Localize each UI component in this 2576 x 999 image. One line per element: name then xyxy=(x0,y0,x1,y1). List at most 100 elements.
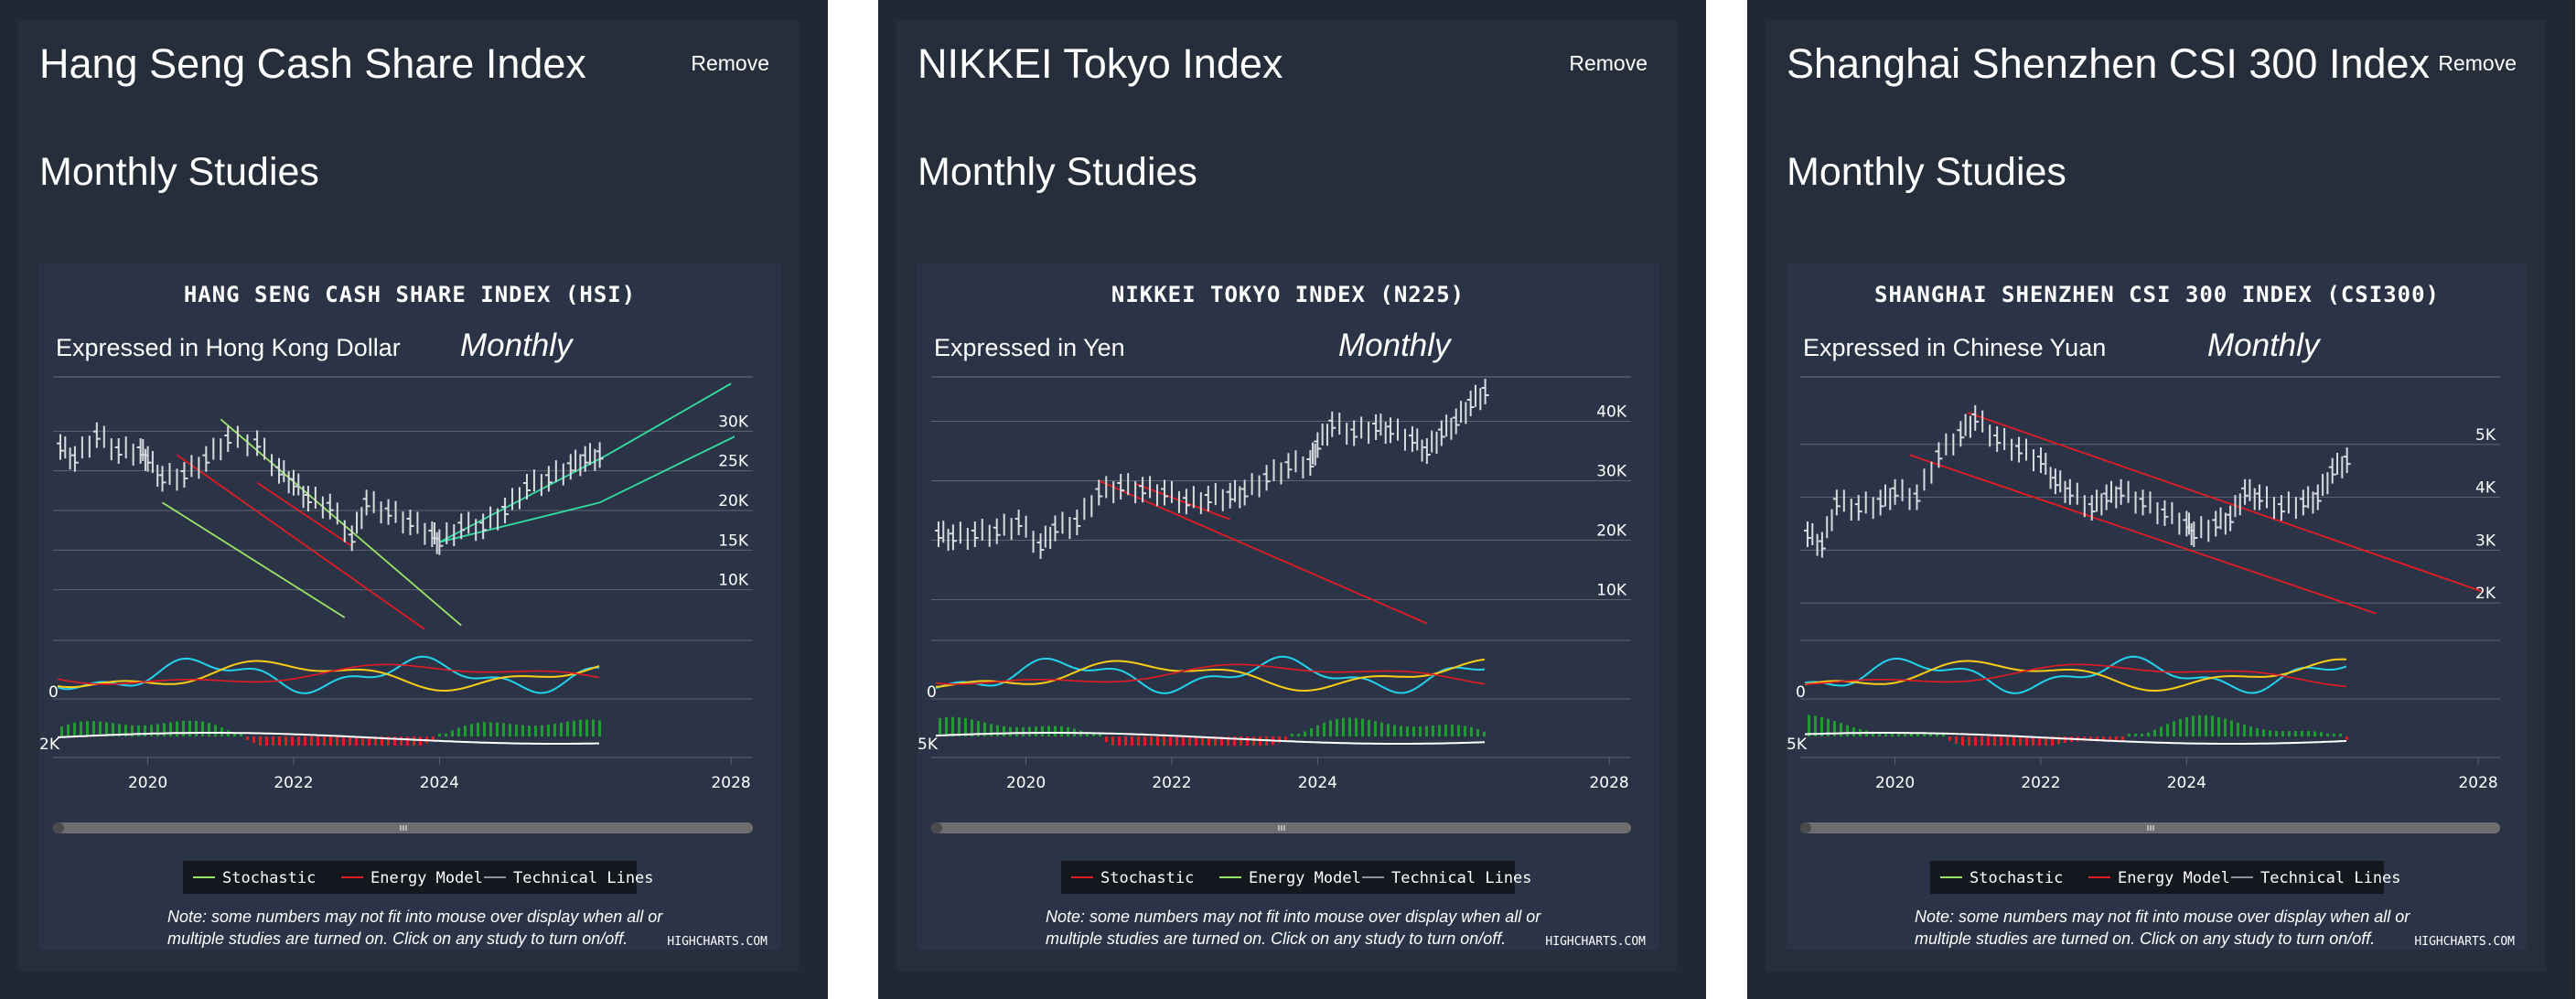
chart-note-line: multiple studies are turned on. Click on… xyxy=(167,929,628,948)
energy-bar xyxy=(2153,729,2156,736)
y-tick-label: 2K xyxy=(2475,585,2496,603)
energy-bar xyxy=(393,736,396,746)
energy-bar xyxy=(2288,731,2291,736)
energy-bar xyxy=(2051,736,2054,746)
energy-bar xyxy=(1820,716,1823,736)
index-card: Hang Seng Cash Share Index Remove Monthl… xyxy=(18,20,799,972)
energy-bar xyxy=(2294,731,2297,736)
energy-bar xyxy=(2192,715,2195,736)
energy-bar xyxy=(1003,725,1005,736)
legend-item-label[interactable]: Technical Lines xyxy=(1391,869,1532,887)
energy-bar xyxy=(1438,725,1441,736)
y-tick-label: 20K xyxy=(718,492,749,510)
energy-bar xyxy=(2313,731,2316,736)
chart-csi300: SHANGHAI SHENZHEN CSI 300 INDEX (CSI300)… xyxy=(1787,263,2528,950)
energy-bar xyxy=(1374,721,1377,736)
legend-item-label[interactable]: Energy Model xyxy=(2118,869,2230,887)
energy-bar xyxy=(1470,726,1473,736)
energy-bar xyxy=(329,736,332,746)
energy-bar xyxy=(2198,714,2201,736)
legend-item-label[interactable]: Stochastic xyxy=(222,869,316,887)
energy-bar xyxy=(1904,732,1906,736)
index-card: NIKKEI Tokyo Index Remove Monthly Studie… xyxy=(896,20,1677,972)
x-tick-label: 2020 xyxy=(1006,774,1046,792)
y-tick-label: 25K xyxy=(718,453,749,471)
energy-bar xyxy=(233,733,236,736)
scrollbar-left-end[interactable] xyxy=(53,822,64,833)
energy-bar xyxy=(67,724,70,736)
energy-bar xyxy=(1009,726,1012,736)
energy-bar xyxy=(1808,714,1810,736)
energy-bar xyxy=(1980,736,1983,746)
energy-bar xyxy=(528,725,531,736)
legend-box xyxy=(183,861,637,894)
chart-title: HANG SENG CASH SHARE INDEX (HSI) xyxy=(184,282,636,307)
energy-bar xyxy=(1872,731,1874,736)
energy-bar xyxy=(2262,729,2265,736)
energy-bar xyxy=(1380,722,1383,736)
y-tick-label: 40K xyxy=(1596,403,1627,422)
energy-bar xyxy=(150,725,153,736)
scrollbar-left-end[interactable] xyxy=(931,822,942,833)
energy-bar xyxy=(201,721,204,736)
legend-item-label[interactable]: Technical Lines xyxy=(513,869,654,887)
energy-bar xyxy=(1993,736,1996,746)
legend-item-label[interactable]: Stochastic xyxy=(1100,869,1194,887)
remove-button[interactable]: Remove xyxy=(691,51,769,75)
energy-bar xyxy=(1233,736,1236,746)
energy-bar xyxy=(188,720,191,736)
chart-credits-link[interactable]: HIGHCHARTS.COM xyxy=(667,935,767,949)
chart-background xyxy=(39,263,780,950)
energy-bar xyxy=(2230,720,2233,736)
energy-bar xyxy=(419,736,422,746)
energy-bar xyxy=(323,736,326,746)
energy-bar xyxy=(560,722,563,736)
energy-bar xyxy=(1942,734,1945,736)
remove-button[interactable]: Remove xyxy=(2438,51,2517,75)
energy-bar xyxy=(2243,725,2246,736)
energy-bar xyxy=(945,716,948,736)
energy-bar xyxy=(1297,734,1300,736)
stochastic-axis-label: 0 xyxy=(48,683,59,702)
energy-bar xyxy=(2237,722,2239,736)
studies-heading: Monthly Studies xyxy=(39,150,319,194)
energy-bar xyxy=(387,736,390,746)
energy-bar xyxy=(2269,730,2271,736)
energy-bar xyxy=(208,723,210,736)
technical-line-green-lower xyxy=(162,501,346,618)
chart-credits-link[interactable]: HIGHCHARTS.COM xyxy=(1545,935,1646,949)
energy-bar xyxy=(1987,736,1990,746)
energy-bar xyxy=(156,724,159,736)
scrollbar-left-end[interactable] xyxy=(1800,822,1811,833)
technical-line-red-upper xyxy=(176,454,425,630)
x-tick-label: 2028 xyxy=(2458,774,2497,792)
energy-bar xyxy=(2211,715,2214,736)
stochastic-signal-line xyxy=(1804,663,2347,688)
legend-item-label[interactable]: Energy Model xyxy=(370,869,483,887)
energy-bar xyxy=(534,725,537,736)
remove-button[interactable]: Remove xyxy=(1569,51,1648,75)
energy-bar xyxy=(598,720,601,736)
energy-bar xyxy=(1240,736,1242,746)
energy-bar xyxy=(477,723,479,736)
energy-bar xyxy=(2032,736,2034,746)
x-tick-label: 2022 xyxy=(2021,774,2060,792)
energy-bar xyxy=(1833,721,1836,736)
x-tick-label: 2024 xyxy=(420,774,459,792)
energy-bar xyxy=(60,726,63,736)
legend-item-label[interactable]: Energy Model xyxy=(1249,869,1361,887)
energy-axis-label: 5K xyxy=(918,736,939,754)
legend-item-label[interactable]: Stochastic xyxy=(1970,869,2063,887)
energy-bar xyxy=(1252,736,1255,746)
energy-bar xyxy=(1451,725,1454,736)
chart-credits-link[interactable]: HIGHCHARTS.COM xyxy=(2414,935,2515,949)
energy-bar xyxy=(1419,726,1422,736)
chart-background xyxy=(1787,263,2528,950)
energy-bar xyxy=(1355,717,1358,736)
energy-bar xyxy=(112,723,114,736)
energy-bar xyxy=(977,721,980,736)
y-tick-label: 3K xyxy=(2475,532,2496,550)
legend-item-label[interactable]: Technical Lines xyxy=(2260,869,2401,887)
energy-bar xyxy=(265,736,268,746)
energy-bar xyxy=(1214,736,1217,746)
